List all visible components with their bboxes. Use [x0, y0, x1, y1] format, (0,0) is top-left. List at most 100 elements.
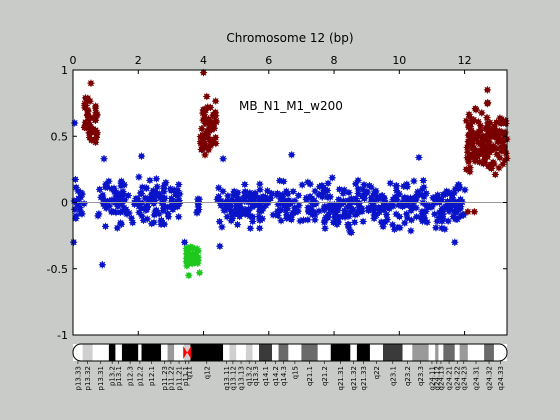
data-point: [412, 213, 421, 221]
data-point: [464, 208, 472, 216]
data-point: [219, 155, 227, 163]
data-point: [124, 191, 132, 200]
data-point: [392, 182, 400, 190]
ideogram-band: [493, 344, 507, 361]
data-point: [121, 196, 129, 204]
ideogram-band: [141, 344, 162, 361]
data-points: [70, 69, 511, 279]
band-label: q22: [373, 366, 381, 379]
band-label: q14.3: [280, 366, 288, 386]
data-point: [474, 138, 483, 146]
band-label: p13.31: [97, 366, 105, 390]
data-point: [216, 218, 224, 226]
data-point: [251, 189, 259, 197]
data-point: [343, 203, 352, 211]
band-label: p11.22: [167, 366, 175, 390]
data-point: [320, 184, 328, 192]
data-point: [430, 210, 439, 218]
data-point: [359, 185, 367, 194]
data-point: [359, 217, 367, 226]
x-tick-label: 4: [200, 54, 207, 67]
data-point: [354, 208, 362, 216]
data-point: [135, 173, 143, 181]
data-point: [215, 193, 223, 201]
data-point: [71, 119, 79, 127]
data-point: [205, 117, 213, 126]
data-point: [326, 204, 334, 212]
data-point: [228, 214, 237, 222]
data-point: [94, 212, 102, 220]
data-point: [193, 245, 201, 253]
ideogram-band: [174, 344, 184, 361]
data-point: [403, 214, 412, 222]
data-point: [137, 189, 146, 198]
band-label: q13.11: [223, 366, 231, 390]
data-point: [227, 197, 235, 205]
data-point: [91, 104, 100, 112]
data-point: [143, 203, 151, 211]
data-point: [334, 206, 342, 215]
band-label: p11.21: [176, 366, 184, 390]
y-tick-label: -0.5: [47, 263, 68, 276]
data-point: [294, 191, 303, 200]
data-point: [268, 189, 276, 198]
data-point: [194, 253, 202, 261]
band-label: q21.2: [321, 366, 329, 386]
data-point: [491, 170, 499, 179]
data-point: [163, 203, 171, 211]
data-point: [150, 218, 158, 227]
data-point: [423, 218, 431, 226]
data-point: [347, 228, 355, 237]
x-tick-label: 10: [392, 54, 406, 67]
data-point: [465, 158, 473, 166]
ideogram-band: [454, 344, 460, 361]
data-point: [395, 201, 403, 209]
data-point: [456, 195, 465, 203]
data-point: [485, 123, 493, 131]
data-point: [105, 177, 113, 185]
data-point: [386, 179, 394, 187]
data-point: [116, 196, 124, 204]
data-point: [470, 146, 478, 154]
band-label: p12.1: [148, 366, 156, 386]
data-point: [401, 219, 409, 227]
data-point: [175, 213, 183, 221]
data-point: [248, 203, 256, 211]
data-point: [357, 204, 365, 212]
ideogram-band: [317, 344, 331, 361]
data-point: [218, 223, 226, 231]
band-label: q23.1: [389, 366, 397, 386]
band-label: p13.1: [115, 366, 123, 386]
chart-title: Chromosome 12 (bp): [226, 31, 353, 45]
band-label: q13.13: [238, 366, 246, 390]
data-point: [375, 203, 383, 211]
data-point: [472, 129, 480, 138]
data-point: [415, 153, 423, 162]
data-point: [209, 120, 218, 128]
data-point: [335, 185, 344, 193]
data-point: [475, 150, 483, 158]
band-label: q23.3: [417, 366, 425, 386]
data-point: [478, 109, 486, 117]
y-tick-label: -1: [57, 329, 68, 342]
data-point: [453, 207, 461, 215]
y-tick-label: 1: [61, 64, 68, 77]
data-point: [212, 112, 220, 120]
centromere-marker: [183, 346, 192, 359]
data-point: [476, 158, 484, 166]
data-point: [263, 187, 272, 195]
data-point: [70, 238, 78, 246]
data-point: [466, 131, 474, 139]
band-label: q11: [185, 366, 193, 379]
data-point: [352, 180, 360, 188]
data-point: [333, 215, 342, 223]
data-point: [410, 177, 418, 185]
band-label: q14.1: [262, 366, 270, 386]
data-point: [105, 202, 113, 210]
data-point: [157, 217, 165, 225]
data-point: [376, 194, 384, 202]
band-label: q24.21: [446, 366, 454, 390]
data-point: [241, 180, 249, 189]
x-axis: 0 2 4 6 8 10 12: [70, 54, 472, 335]
